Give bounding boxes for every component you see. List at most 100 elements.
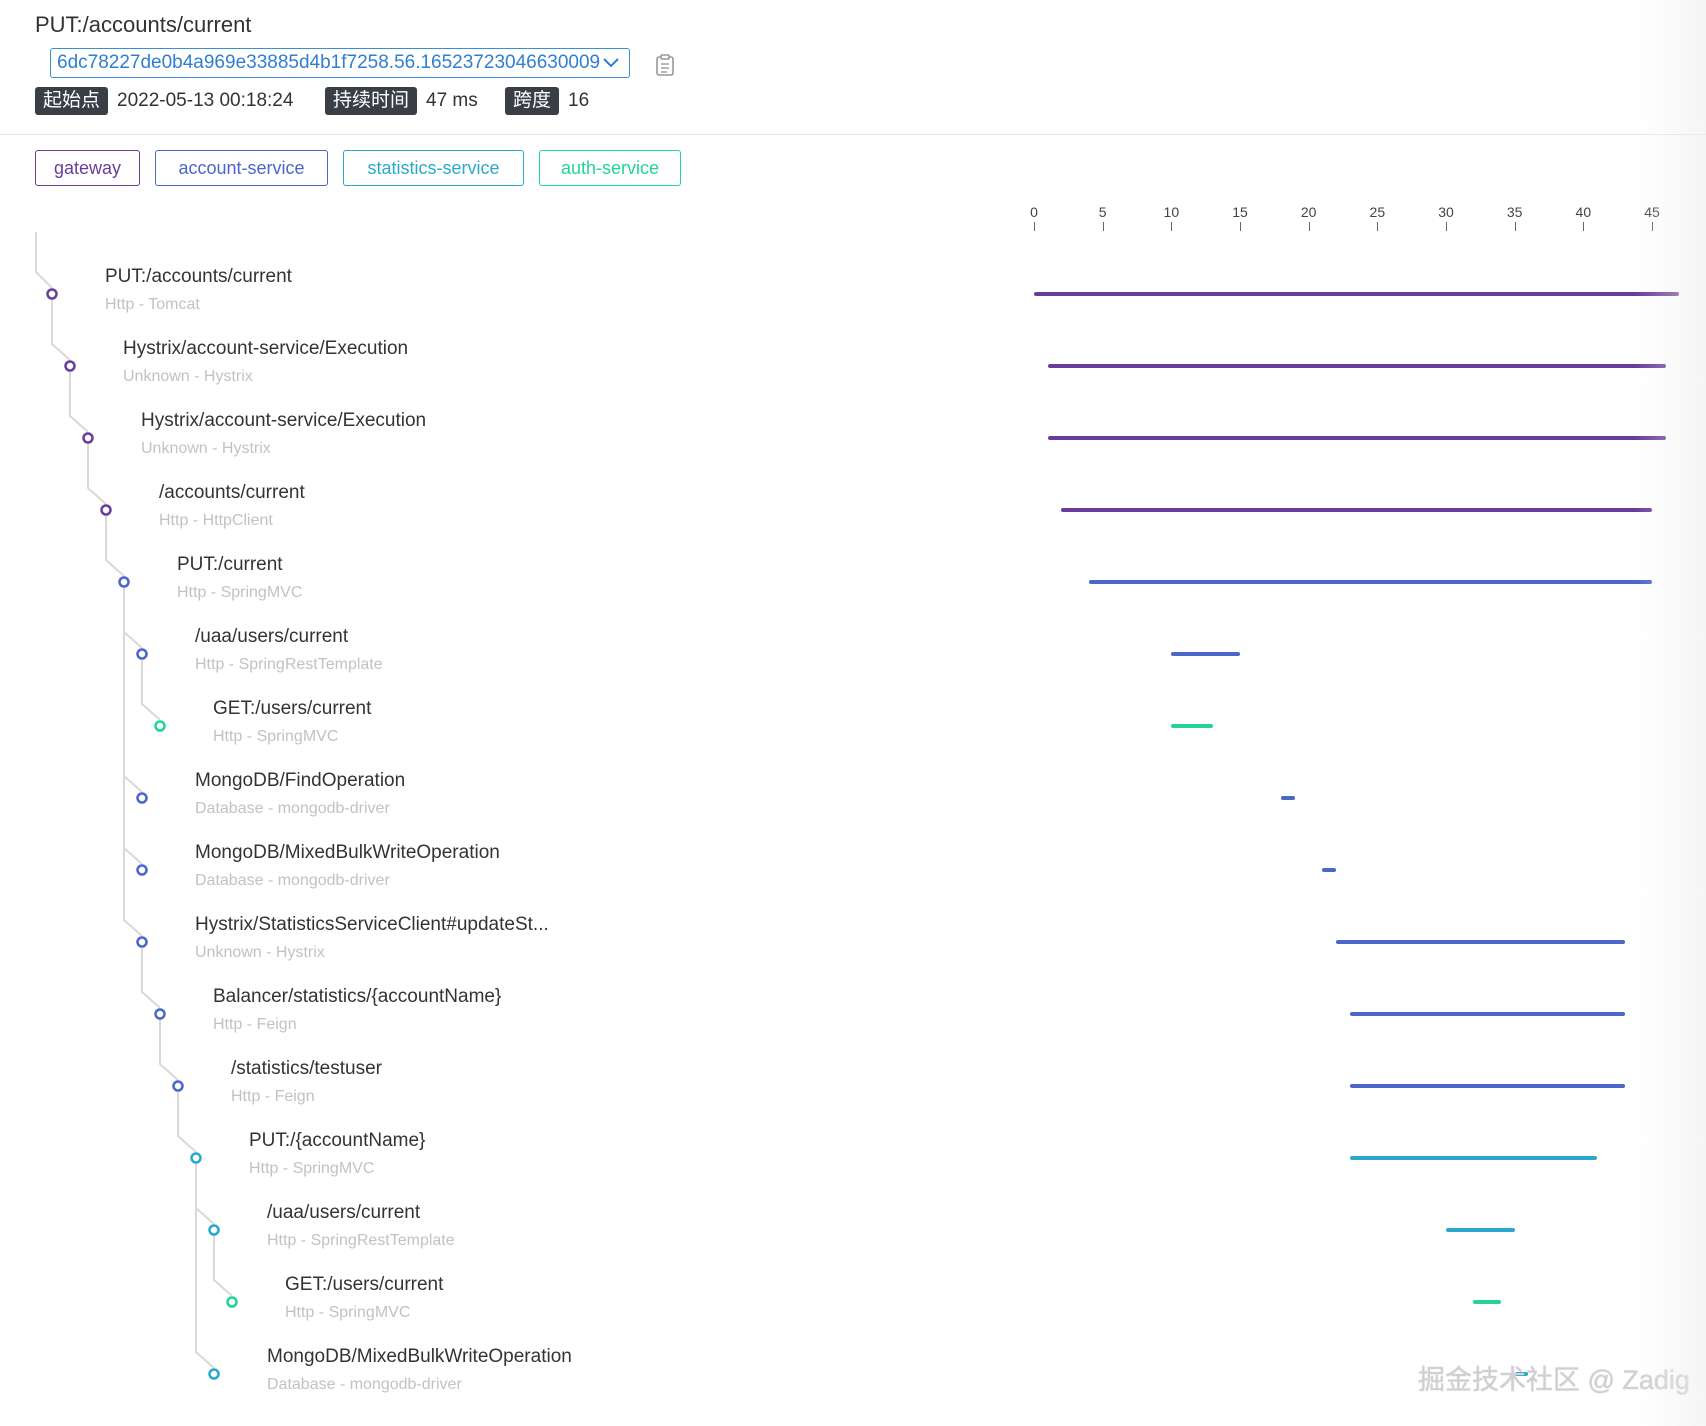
axis-tick-mark xyxy=(1583,222,1585,231)
service-tag-gateway[interactable]: gateway xyxy=(35,150,140,186)
span-name: /uaa/users/current xyxy=(267,1202,421,1223)
trace-id-value: 6dc78227de0b4a969e33885d4b1f7258.56.1652… xyxy=(57,52,601,73)
span-tree-connector xyxy=(195,1164,215,1369)
span-component: Http - SpringRestTemplate xyxy=(267,1232,455,1249)
page-title: PUT:/accounts/current xyxy=(35,12,252,37)
span-name: Hystrix/StatisticsServiceClient#updateSt… xyxy=(195,914,549,935)
span-duration-bar[interactable] xyxy=(1088,580,1652,584)
span-node-icon xyxy=(118,576,130,588)
span-component: Http - SpringRestTemplate xyxy=(195,656,383,673)
duration-value: 47 ms xyxy=(426,90,478,111)
span-tree-connector xyxy=(123,588,143,793)
span-duration-bar[interactable] xyxy=(1349,1156,1598,1160)
span-row[interactable]: PUT:/accounts/current Http - Tomcat xyxy=(0,257,1706,329)
span-name: MongoDB/FindOperation xyxy=(195,770,406,791)
axis-tick-label: 20 xyxy=(1300,204,1317,220)
span-name: MongoDB/MixedBulkWriteOperation xyxy=(267,1346,572,1367)
trace-id-select[interactable]: 6dc78227de0b4a969e33885d4b1f7258.56.1652… xyxy=(50,48,630,78)
start-label: 起始点 xyxy=(35,87,109,115)
span-duration-bar[interactable] xyxy=(1047,364,1666,368)
span-name: /statistics/testuser xyxy=(231,1058,382,1079)
service-tag-account-service[interactable]: account-service xyxy=(155,150,328,186)
span-component: Http - SpringMVC xyxy=(177,584,303,601)
span-row[interactable]: /uaa/users/current Http - SpringRestTempl… xyxy=(0,617,1706,689)
span-component: Database - mongodb-driver xyxy=(195,800,390,817)
span-component: Http - Tomcat xyxy=(105,296,200,313)
span-duration-bar[interactable] xyxy=(1322,868,1337,872)
axis-tick-label: 35 xyxy=(1506,204,1523,220)
span-node-icon xyxy=(154,720,166,732)
span-name: /accounts/current xyxy=(159,482,305,503)
span-row[interactable]: /uaa/users/current Http - SpringRestTempl… xyxy=(0,1193,1706,1265)
span-node-icon xyxy=(226,1296,238,1308)
span-name: GET:/users/current xyxy=(285,1274,444,1295)
span-tree-connector xyxy=(213,1236,233,1297)
span-row[interactable]: MongoDB/FindOperation Database - mongodb-… xyxy=(0,761,1706,833)
clipboard-icon[interactable] xyxy=(655,53,675,82)
span-row[interactable]: PUT:/current Http - SpringMVC xyxy=(0,545,1706,617)
span-row[interactable]: GET:/users/current Http - SpringMVC xyxy=(0,1265,1706,1337)
start-value: 2022-05-13 00:18:24 xyxy=(117,90,294,111)
span-duration-bar[interactable] xyxy=(1061,508,1652,512)
duration-meta: 持续时间 47 ms xyxy=(325,86,478,116)
span-duration-bar[interactable] xyxy=(1034,292,1680,296)
span-node-icon xyxy=(136,864,148,876)
service-tag-statistics-service[interactable]: statistics-service xyxy=(343,150,524,186)
service-tag-auth-service[interactable]: auth-service xyxy=(539,150,681,186)
span-duration-bar[interactable] xyxy=(1349,1012,1625,1016)
duration-label: 持续时间 xyxy=(325,87,418,115)
span-tree-connector xyxy=(177,1092,197,1153)
span-name: PUT:/{accountName} xyxy=(249,1130,426,1151)
axis-tick-label: 25 xyxy=(1369,204,1386,220)
span-row[interactable]: PUT:/{accountName} Http - SpringMVC xyxy=(0,1121,1706,1193)
span-duration-bar[interactable] xyxy=(1473,1300,1501,1304)
span-tree-lines xyxy=(35,232,238,1380)
span-row[interactable]: Hystrix/StatisticsServiceClient#updateSt… xyxy=(0,905,1706,977)
span-node-icon xyxy=(100,504,112,516)
axis-tick-label: 0 xyxy=(1030,204,1038,220)
span-row[interactable]: /accounts/current Http - HttpClient xyxy=(0,473,1706,545)
span-row[interactable]: MongoDB/MixedBulkWriteOperation Database … xyxy=(0,1337,1706,1409)
span-name: PUT:/current xyxy=(177,554,283,575)
span-duration-bar[interactable] xyxy=(1047,436,1666,440)
axis-tick-label: 40 xyxy=(1575,204,1592,220)
axis-tick-mark xyxy=(1514,222,1516,231)
span-component: Unknown - Hystrix xyxy=(141,440,271,457)
span-node-icon xyxy=(82,432,94,444)
trace-header: PUT:/accounts/current 6dc78227de0b4a969e… xyxy=(0,0,1706,135)
span-duration-bar[interactable] xyxy=(1446,1228,1515,1232)
span-node-icon xyxy=(190,1152,202,1164)
span-count-label: 跨度 xyxy=(505,87,560,115)
span-name: Hystrix/account-service/Execution xyxy=(123,338,409,359)
span-tree-connector xyxy=(141,948,161,1009)
axis-tick-label: 10 xyxy=(1163,204,1180,220)
span-node-icon xyxy=(136,936,148,948)
span-row[interactable]: Hystrix/account-service/Execution Unknown… xyxy=(0,401,1706,473)
axis-tick-mark xyxy=(1446,222,1447,231)
span-duration-bar[interactable] xyxy=(1171,652,1240,656)
span-component: Http - Feign xyxy=(213,1016,297,1033)
span-row[interactable]: Hystrix/account-service/Execution Unknown… xyxy=(0,329,1706,401)
span-component: Http - SpringMVC xyxy=(285,1304,411,1321)
axis-tick-mark xyxy=(1171,222,1173,231)
span-name: GET:/users/current xyxy=(213,698,372,719)
span-tree-connector xyxy=(51,300,71,361)
span-duration-bar[interactable] xyxy=(1171,724,1213,728)
span-duration-bar[interactable] xyxy=(1336,940,1625,944)
span-row[interactable]: Balancer/statistics/{accountName} Http - … xyxy=(0,977,1706,1049)
span-duration-bar[interactable] xyxy=(1281,796,1295,800)
span-node-icon xyxy=(208,1368,220,1380)
span-row[interactable]: /statistics/testuser Http - Feign xyxy=(0,1049,1706,1121)
span-duration-bar[interactable] xyxy=(1514,1372,1529,1376)
axis-tick-mark xyxy=(1308,222,1310,231)
span-component: Http - HttpClient xyxy=(159,512,273,529)
span-tree-connector xyxy=(159,1020,179,1081)
span-component: Database - mongodb-driver xyxy=(195,872,390,889)
span-name: MongoDB/MixedBulkWriteOperation xyxy=(195,842,500,863)
start-time-meta: 起始点 2022-05-13 00:18:24 xyxy=(35,86,293,116)
span-duration-bar[interactable] xyxy=(1349,1084,1625,1088)
span-row[interactable]: MongoDB/MixedBulkWriteOperation Database … xyxy=(0,833,1706,905)
span-name: PUT:/accounts/current xyxy=(105,266,292,287)
span-node-icon xyxy=(208,1224,220,1236)
span-row[interactable]: GET:/users/current Http - SpringMVC xyxy=(0,689,1706,761)
